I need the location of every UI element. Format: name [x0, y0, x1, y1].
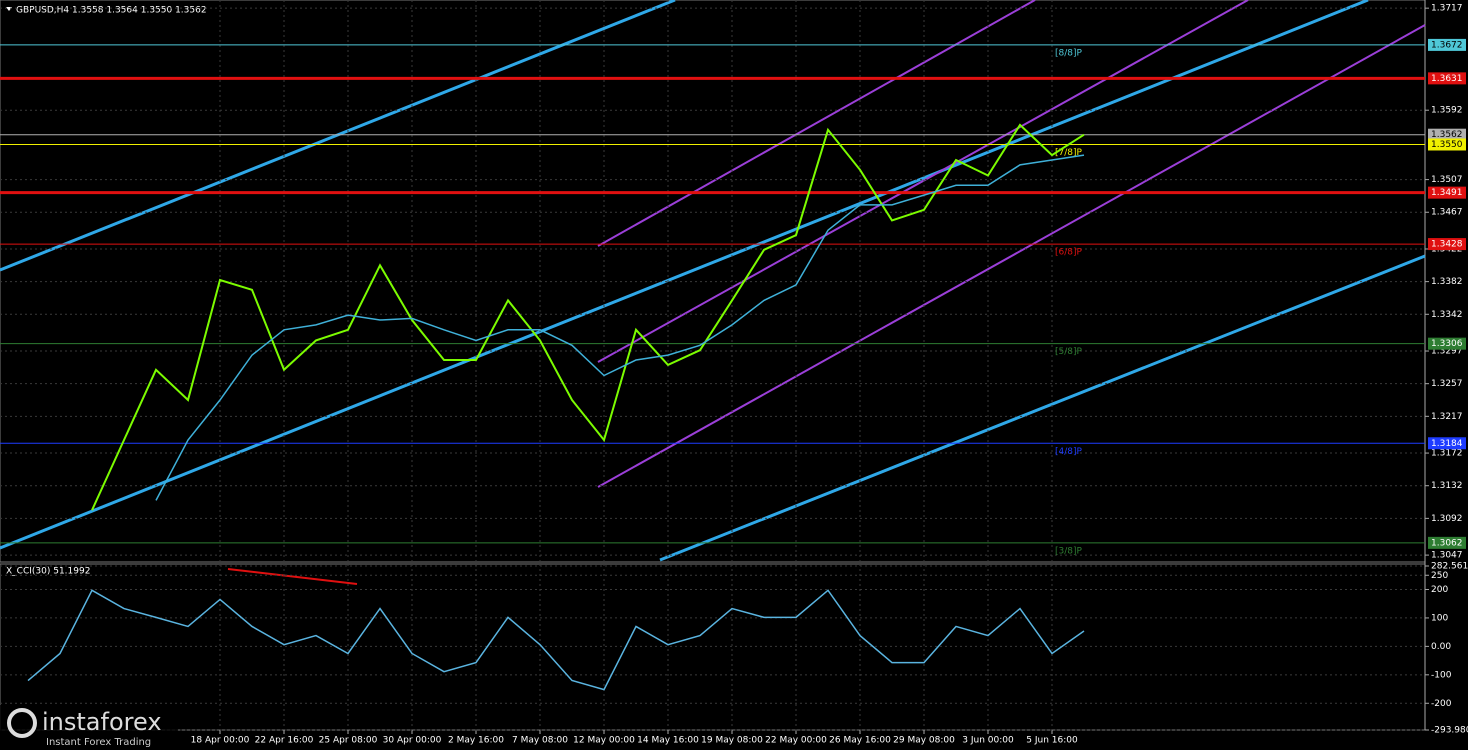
x-tick-label: 12 May 00:00 — [573, 736, 635, 746]
y-tick-label: 1.3132 — [1431, 481, 1463, 491]
x-tick-label: 22 May 00:00 — [765, 736, 827, 746]
level-box — [1428, 128, 1466, 141]
level-box — [1428, 238, 1466, 251]
cci-frame — [0, 563, 1426, 731]
series-line — [27, 589, 1085, 691]
y-tick-label: -200 — [1431, 699, 1452, 709]
indicator-title: X_CCI(30) 51.1992 — [6, 567, 90, 577]
level-box — [1428, 337, 1466, 350]
trend-line — [0, 0, 1369, 550]
level-box — [1428, 72, 1466, 85]
level-box — [1428, 437, 1466, 450]
layout: GBPUSD,H4 1.3558 1.3564 1.3550 1.3562 X_… — [0, 0, 1426, 731]
y-tick-label: 0.00 — [1431, 642, 1451, 652]
y-tick-label: 282.5616 — [1431, 562, 1468, 572]
x-tick-label: 19 May 08:00 — [701, 736, 763, 746]
level-label: 1.3491 — [1431, 188, 1463, 198]
x-tick-label: 3 Jun 00:00 — [962, 736, 1014, 746]
channel-line — [597, 0, 1249, 363]
murray-label: [5/8]P — [1055, 347, 1083, 357]
logo: instaforex Instant Forex Trading — [0, 705, 178, 750]
divergence-line — [227, 568, 358, 585]
level-box — [1428, 38, 1466, 51]
murray-label: [7/8]P — [1055, 148, 1083, 158]
level-label: 1.3428 — [1431, 240, 1463, 250]
y-tick-label: 1.3047 — [1431, 551, 1463, 561]
x-tick-label: 30 Apr 00:00 — [383, 736, 442, 746]
y-tick-label: 1.3092 — [1431, 514, 1463, 524]
level-label: 1.3672 — [1431, 40, 1463, 50]
murray-label: [3/8]P — [1055, 546, 1083, 556]
level-box — [1428, 138, 1466, 151]
y-tick-label: 200 — [1431, 585, 1448, 595]
y-tick-label: 1.3257 — [1431, 379, 1463, 389]
price-frame — [0, 0, 1426, 563]
level-label: 1.3562 — [1431, 130, 1463, 140]
y-tick-label: 1.3172 — [1431, 449, 1463, 459]
level-label: 1.3062 — [1431, 538, 1463, 548]
series-line — [155, 154, 1085, 501]
x-tick-label: 29 May 08:00 — [893, 736, 955, 746]
logo-name: instaforex — [42, 708, 162, 736]
level-label: 1.3184 — [1431, 439, 1463, 449]
series-line — [91, 123, 1085, 511]
level-label: 1.3631 — [1431, 74, 1463, 84]
murray-label: [8/8]P — [1055, 48, 1083, 58]
y-tick-label: 1.3217 — [1431, 412, 1463, 422]
x-tick-label: 5 Jun 16:00 — [1026, 736, 1078, 746]
x-tick-label: 18 Apr 00:00 — [191, 736, 250, 746]
level-box — [1428, 186, 1466, 199]
y-tick-label: 100 — [1431, 613, 1448, 623]
y-tick-label: 1.3342 — [1431, 310, 1463, 320]
channel-line — [597, 0, 1036, 247]
trend-lines — [0, 0, 1426, 562]
logo-icon — [7, 708, 37, 738]
x-tick-label: 22 Apr 16:00 — [255, 736, 314, 746]
channel-line — [597, 24, 1426, 488]
regression-channel — [597, 0, 1426, 488]
level-label: 1.3550 — [1431, 140, 1463, 150]
y-tick-label: 1.3382 — [1431, 277, 1463, 287]
murray-label: [6/8]P — [1055, 248, 1083, 258]
y-tick-label: 1.3297 — [1431, 347, 1463, 357]
x-tick-label: 25 Apr 08:00 — [319, 736, 378, 746]
x-tick-label: 2 May 16:00 — [448, 736, 504, 746]
y-tick-label: -100 — [1431, 670, 1452, 680]
y-tick-label: -293.980 — [1431, 726, 1468, 736]
y-tick-label: 1.3717 — [1431, 4, 1463, 14]
murray-label: [4/8]P — [1055, 447, 1083, 457]
x-tick-label: 26 May 16:00 — [829, 736, 891, 746]
logo-tagline: Instant Forex Trading — [46, 737, 151, 748]
trend-line — [659, 254, 1426, 562]
y-tick-label: 1.3467 — [1431, 208, 1463, 218]
menu-icon — [6, 7, 12, 11]
x-tick-label: 14 May 16:00 — [637, 736, 699, 746]
y-tick-label: 250 — [1431, 571, 1448, 581]
y-tick-label: 1.3592 — [1431, 106, 1463, 116]
level-box — [1428, 536, 1466, 549]
level-label: 1.3306 — [1431, 339, 1463, 349]
y-tick-label: 1.3507 — [1431, 175, 1463, 185]
x-tick-label: 7 May 08:00 — [512, 736, 568, 746]
chart-title: GBPUSD,H4 1.3558 1.3564 1.3550 1.3562 — [16, 6, 207, 16]
